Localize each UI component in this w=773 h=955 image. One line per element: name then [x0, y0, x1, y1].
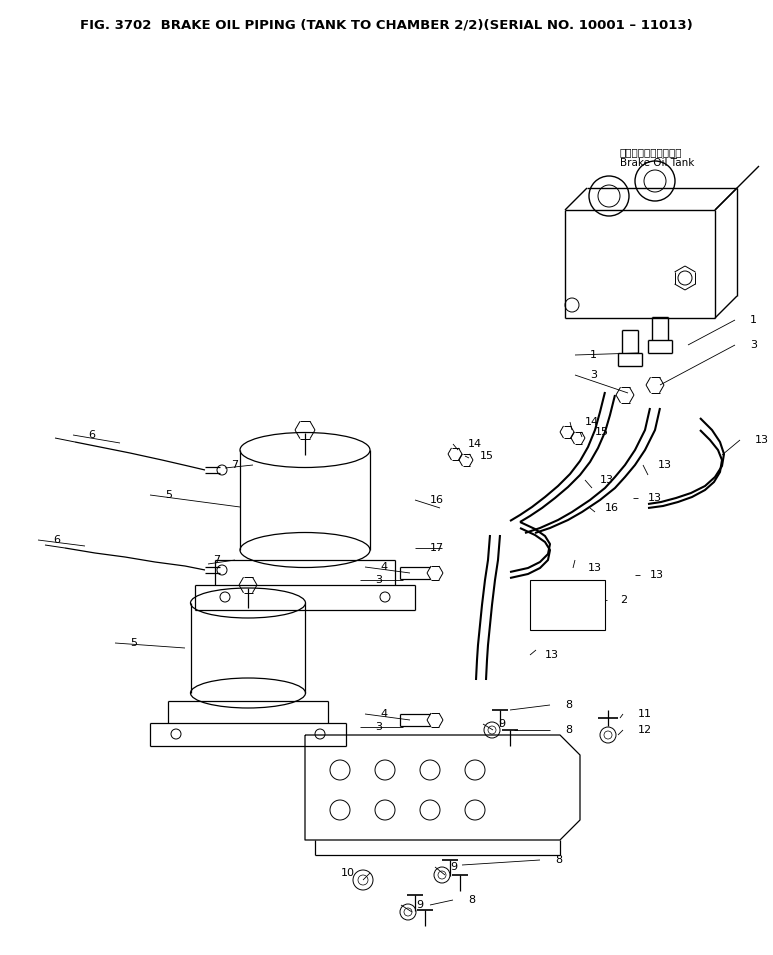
Text: 13: 13	[588, 563, 602, 573]
Text: 4: 4	[380, 562, 387, 572]
Text: 7: 7	[231, 460, 238, 470]
Text: 3: 3	[375, 575, 382, 585]
Text: Brake Oil Tank: Brake Oil Tank	[620, 158, 694, 168]
Text: 8: 8	[565, 700, 572, 710]
Text: 9: 9	[450, 862, 457, 872]
Text: 13: 13	[600, 475, 614, 485]
Text: 1: 1	[590, 350, 597, 360]
Text: 1: 1	[750, 315, 757, 325]
Text: 14: 14	[585, 417, 599, 427]
Text: 9: 9	[498, 719, 505, 729]
Text: 13: 13	[545, 650, 559, 660]
Text: 7: 7	[213, 555, 220, 565]
Text: 3: 3	[590, 370, 597, 380]
Text: 8: 8	[468, 895, 475, 905]
Text: 17: 17	[430, 543, 444, 553]
Text: 6: 6	[53, 535, 60, 545]
Text: 9: 9	[416, 900, 423, 910]
Text: 13: 13	[650, 570, 664, 580]
Text: 6: 6	[88, 430, 95, 440]
Text: 14: 14	[468, 439, 482, 449]
Text: 15: 15	[480, 451, 494, 461]
Text: FIG. 3702  BRAKE OIL PIPING (TANK TO CHAMBER 2/2)(SERIAL NO. 10001 – 11013): FIG. 3702 BRAKE OIL PIPING (TANK TO CHAM…	[80, 18, 693, 31]
Text: 2: 2	[620, 595, 627, 605]
Text: 8: 8	[555, 855, 562, 865]
Text: 4: 4	[380, 709, 387, 719]
Text: 16: 16	[605, 503, 619, 513]
Text: ブレーキオイルタンク: ブレーキオイルタンク	[620, 147, 683, 157]
Text: 8: 8	[565, 725, 572, 735]
Text: 13: 13	[648, 493, 662, 503]
Text: 15: 15	[595, 427, 609, 437]
Bar	[530, 580, 605, 630]
Text: 5: 5	[165, 490, 172, 500]
Text: 5: 5	[130, 638, 137, 648]
Text: 11: 11	[638, 709, 652, 719]
Text: 3: 3	[375, 722, 382, 732]
Text: 12: 12	[638, 725, 652, 735]
Text: 3: 3	[750, 340, 757, 350]
Text: 13: 13	[755, 435, 769, 445]
Text: 10: 10	[341, 868, 355, 878]
Text: 13: 13	[658, 460, 672, 470]
Text: 16: 16	[430, 495, 444, 505]
